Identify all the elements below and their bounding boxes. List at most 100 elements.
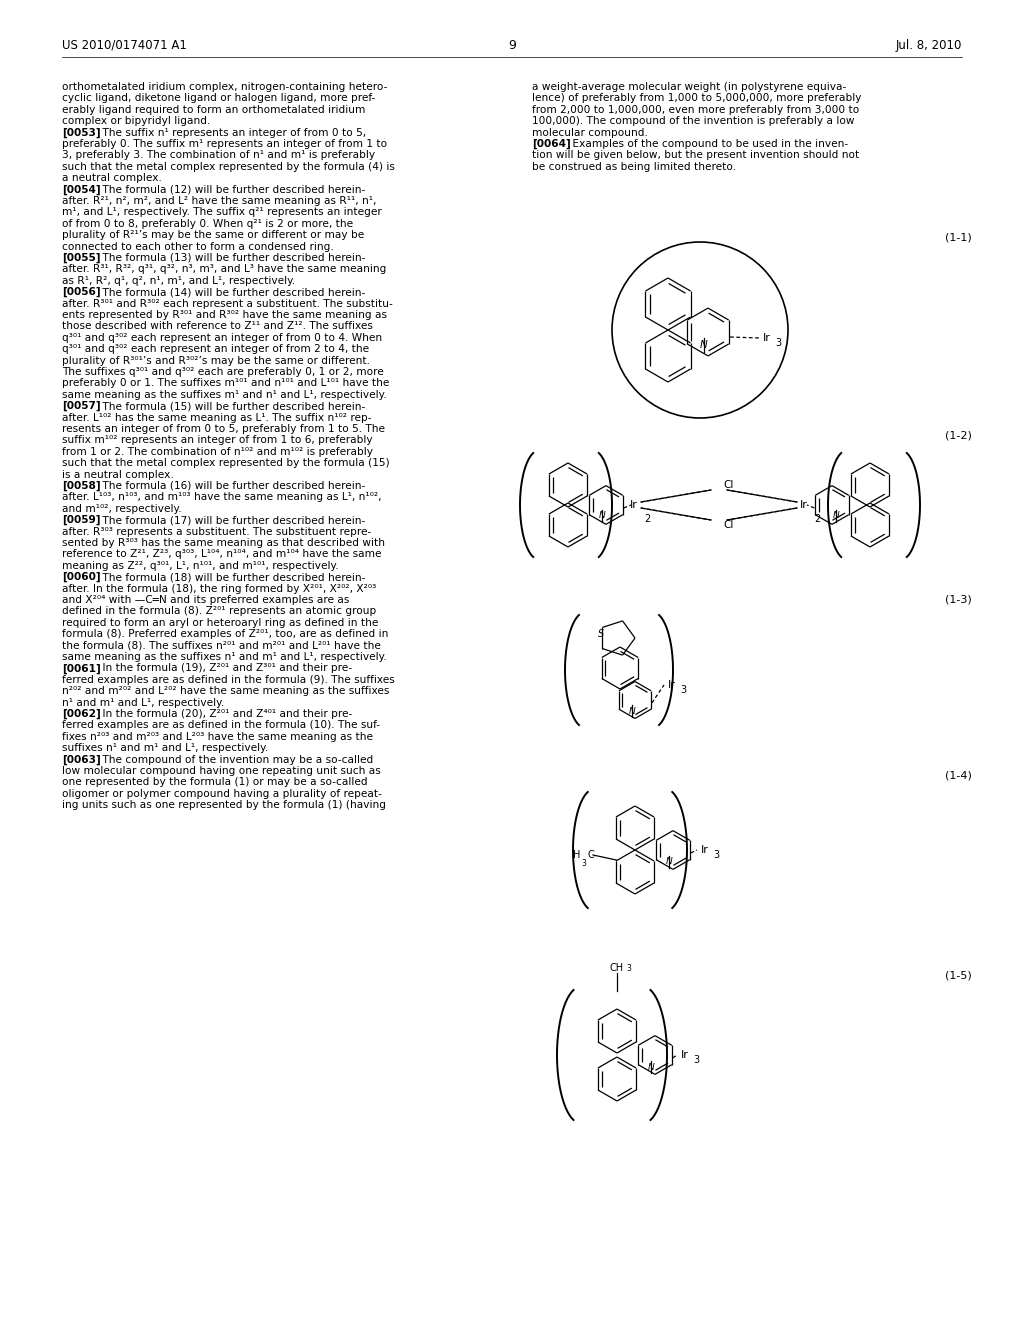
Text: and m¹⁰², respectively.: and m¹⁰², respectively.	[62, 504, 181, 513]
Text: 3: 3	[713, 850, 719, 861]
Text: (1-5): (1-5)	[945, 970, 972, 979]
Text: H: H	[572, 850, 580, 861]
Text: suffixes n¹ and m¹ and L¹, respectively.: suffixes n¹ and m¹ and L¹, respectively.	[62, 743, 268, 754]
Text: Cl: Cl	[723, 520, 733, 531]
Text: The formula (15) will be further described herein-: The formula (15) will be further describ…	[89, 401, 366, 412]
Text: same meaning as the suffixes n¹ and m¹ and L¹, respectively.: same meaning as the suffixes n¹ and m¹ a…	[62, 652, 387, 663]
Text: same meaning as the suffixes m¹ and n¹ and L¹, respectively.: same meaning as the suffixes m¹ and n¹ a…	[62, 389, 387, 400]
Text: such that the metal complex represented by the formula (15): such that the metal complex represented …	[62, 458, 389, 469]
Text: from 2,000 to 1,000,000, even more preferably from 3,000 to: from 2,000 to 1,000,000, even more prefe…	[532, 104, 859, 115]
Text: a weight-average molecular weight (in polystyrene equiva-: a weight-average molecular weight (in po…	[532, 82, 846, 92]
Text: after. In the formula (18), the ring formed by X²⁰¹, X²⁰², X²⁰³: after. In the formula (18), the ring for…	[62, 583, 376, 594]
Text: [0057]: [0057]	[62, 401, 100, 412]
Text: (1-3): (1-3)	[945, 595, 972, 605]
Text: In the formula (19), Z²⁰¹ and Z³⁰¹ and their pre-: In the formula (19), Z²⁰¹ and Z³⁰¹ and t…	[89, 664, 352, 673]
Text: N: N	[647, 1063, 654, 1072]
Text: preferably 0 or 1. The suffixes m¹⁰¹ and n¹⁰¹ and L¹⁰¹ have the: preferably 0 or 1. The suffixes m¹⁰¹ and…	[62, 379, 389, 388]
Text: Ir: Ir	[800, 500, 808, 510]
Text: low molecular compound having one repeating unit such as: low molecular compound having one repeat…	[62, 766, 381, 776]
Text: The suffix n¹ represents an integer of from 0 to 5,: The suffix n¹ represents an integer of f…	[89, 128, 367, 137]
Text: q³⁰¹ and q³⁰² each represent an integer of from 0 to 4. When: q³⁰¹ and q³⁰² each represent an integer …	[62, 333, 382, 343]
Text: n¹ and m¹ and L¹, respectively.: n¹ and m¹ and L¹, respectively.	[62, 697, 224, 708]
Text: complex or bipyridyl ligand.: complex or bipyridyl ligand.	[62, 116, 210, 127]
Text: meaning as Z²², q³⁰¹, L¹, n¹⁰¹, and m¹⁰¹, respectively.: meaning as Z²², q³⁰¹, L¹, n¹⁰¹, and m¹⁰¹…	[62, 561, 339, 570]
Text: after. R³⁰³ represents a substituent. The substituent repre-: after. R³⁰³ represents a substituent. Th…	[62, 527, 372, 537]
Text: 3: 3	[775, 338, 781, 348]
Text: N: N	[833, 511, 840, 520]
Text: 2: 2	[644, 513, 650, 524]
Text: Cl: Cl	[723, 480, 733, 490]
Text: In the formula (20), Z²⁰¹ and Z⁴⁰¹ and their pre-: In the formula (20), Z²⁰¹ and Z⁴⁰¹ and t…	[89, 709, 352, 719]
Text: molecular compound.: molecular compound.	[532, 128, 648, 137]
Text: ing units such as one represented by the formula (1) (having: ing units such as one represented by the…	[62, 800, 386, 810]
Text: The formula (14) will be further described herein-: The formula (14) will be further describ…	[89, 288, 366, 297]
Text: [0054]: [0054]	[62, 185, 100, 195]
Text: defined in the formula (8). Z²⁰¹ represents an atomic group: defined in the formula (8). Z²⁰¹ represe…	[62, 606, 376, 616]
Text: cyclic ligand, diketone ligand or halogen ligand, more pref-: cyclic ligand, diketone ligand or haloge…	[62, 94, 375, 103]
Text: 100,000). The compound of the invention is preferably a low: 100,000). The compound of the invention …	[532, 116, 854, 127]
Text: ents represented by R³⁰¹ and R³⁰² have the same meaning as: ents represented by R³⁰¹ and R³⁰² have t…	[62, 310, 387, 319]
Text: [0061]: [0061]	[62, 664, 100, 673]
Text: [0063]: [0063]	[62, 755, 100, 764]
Text: [0060]: [0060]	[62, 572, 100, 582]
Text: [0062]: [0062]	[62, 709, 100, 719]
Text: [0058]: [0058]	[62, 480, 100, 491]
Text: [0064]: [0064]	[532, 139, 570, 149]
Text: 9: 9	[508, 40, 516, 51]
Text: n²⁰² and m²⁰² and L²⁰² have the same meaning as the suffixes: n²⁰² and m²⁰² and L²⁰² have the same mea…	[62, 686, 389, 696]
Text: Ir: Ir	[668, 680, 676, 690]
Text: Ir: Ir	[681, 1049, 689, 1060]
Text: S: S	[598, 630, 604, 639]
Text: The suffixes q³⁰¹ and q³⁰² each are preferably 0, 1 or 2, more: The suffixes q³⁰¹ and q³⁰² each are pref…	[62, 367, 384, 378]
Text: (1-4): (1-4)	[945, 770, 972, 780]
Text: The formula (17) will be further described herein-: The formula (17) will be further describ…	[89, 515, 366, 525]
Text: 3: 3	[693, 1055, 699, 1065]
Text: Ir: Ir	[701, 845, 709, 855]
Text: and X²⁰⁴ with —C═N and its preferred examples are as: and X²⁰⁴ with —C═N and its preferred exa…	[62, 595, 349, 605]
Text: reference to Z²¹, Z²³, q³⁰³, L¹⁰⁴, n¹⁰⁴, and m¹⁰⁴ have the same: reference to Z²¹, Z²³, q³⁰³, L¹⁰⁴, n¹⁰⁴,…	[62, 549, 382, 560]
Text: [0056]: [0056]	[62, 288, 100, 297]
Text: erably ligand required to form an orthometalated iridium: erably ligand required to form an orthom…	[62, 104, 366, 115]
Text: the formula (8). The suffixes n²⁰¹ and m²⁰¹ and L²⁰¹ have the: the formula (8). The suffixes n²⁰¹ and m…	[62, 640, 381, 651]
Text: after. L¹⁰³, n¹⁰³, and m¹⁰³ have the same meaning as L¹, n¹⁰²,: after. L¹⁰³, n¹⁰³, and m¹⁰³ have the sam…	[62, 492, 382, 503]
Text: (1-1): (1-1)	[945, 234, 972, 243]
Text: CH: CH	[610, 964, 624, 973]
Text: Ir: Ir	[630, 500, 638, 510]
Text: of from 0 to 8, preferably 0. When q²¹ is 2 or more, the: of from 0 to 8, preferably 0. When q²¹ i…	[62, 219, 353, 228]
Text: C: C	[587, 850, 594, 861]
Text: m¹, and L¹, respectively. The suffix q²¹ represents an integer: m¹, and L¹, respectively. The suffix q²¹…	[62, 207, 382, 218]
Text: after. R³¹, R³², q³¹, q³², n³, m³, and L³ have the same meaning: after. R³¹, R³², q³¹, q³², n³, m³, and L…	[62, 264, 386, 275]
Text: orthometalated iridium complex, nitrogen-containing hetero-: orthometalated iridium complex, nitrogen…	[62, 82, 387, 92]
Text: [0059]: [0059]	[62, 515, 100, 525]
Text: The formula (12) will be further described herein-: The formula (12) will be further describ…	[89, 185, 366, 194]
Text: ferred examples are as defined in the formula (10). The suf-: ferred examples are as defined in the fo…	[62, 721, 380, 730]
Text: Ir: Ir	[763, 333, 771, 343]
Text: q³⁰¹ and q³⁰² each represent an integer of from 2 to 4, the: q³⁰¹ and q³⁰² each represent an integer …	[62, 345, 369, 354]
Text: suffix m¹⁰² represents an integer of from 1 to 6, preferably: suffix m¹⁰² represents an integer of fro…	[62, 436, 373, 445]
Text: [0055]: [0055]	[62, 253, 100, 263]
Text: US 2010/0174071 A1: US 2010/0174071 A1	[62, 40, 186, 51]
Text: formula (8). Preferred examples of Z²⁰¹, too, are as defined in: formula (8). Preferred examples of Z²⁰¹,…	[62, 630, 388, 639]
Text: (1-2): (1-2)	[945, 430, 972, 440]
Text: sented by R³⁰³ has the same meaning as that described with: sented by R³⁰³ has the same meaning as t…	[62, 539, 385, 548]
Text: The compound of the invention may be a so-called: The compound of the invention may be a s…	[89, 755, 374, 764]
Text: connected to each other to form a condensed ring.: connected to each other to form a conden…	[62, 242, 334, 252]
Text: The formula (16) will be further described herein-: The formula (16) will be further describ…	[89, 480, 366, 491]
Text: from 1 or 2. The combination of n¹⁰² and m¹⁰² is preferably: from 1 or 2. The combination of n¹⁰² and…	[62, 446, 373, 457]
Text: N: N	[666, 858, 673, 866]
Text: those described with reference to Z¹¹ and Z¹². The suffixes: those described with reference to Z¹¹ an…	[62, 321, 373, 331]
Text: 3, preferably 3. The combination of n¹ and m¹ is preferably: 3, preferably 3. The combination of n¹ a…	[62, 150, 375, 161]
Text: N: N	[629, 706, 635, 715]
Text: resents an integer of from 0 to 5, preferably from 1 to 5. The: resents an integer of from 0 to 5, prefe…	[62, 424, 385, 434]
Text: be construed as being limited thereto.: be construed as being limited thereto.	[532, 162, 736, 172]
Text: after. R³⁰¹ and R³⁰² each represent a substituent. The substitu-: after. R³⁰¹ and R³⁰² each represent a su…	[62, 298, 393, 309]
Text: is a neutral complex.: is a neutral complex.	[62, 470, 174, 479]
Text: The formula (13) will be further described herein-: The formula (13) will be further describ…	[89, 253, 366, 263]
Text: a neutral complex.: a neutral complex.	[62, 173, 162, 183]
Text: N: N	[599, 511, 605, 520]
Text: after. R²¹, n², m², and L² have the same meaning as R¹¹, n¹,: after. R²¹, n², m², and L² have the same…	[62, 195, 377, 206]
Text: fixes n²⁰³ and m²⁰³ and L²⁰³ have the same meaning as the: fixes n²⁰³ and m²⁰³ and L²⁰³ have the sa…	[62, 731, 373, 742]
Text: oligomer or polymer compound having a plurality of repeat-: oligomer or polymer compound having a pl…	[62, 789, 382, 799]
Text: The formula (18) will be further described herein-: The formula (18) will be further describ…	[89, 572, 366, 582]
Text: lence) of preferably from 1,000 to 5,000,000, more preferably: lence) of preferably from 1,000 to 5,000…	[532, 94, 861, 103]
